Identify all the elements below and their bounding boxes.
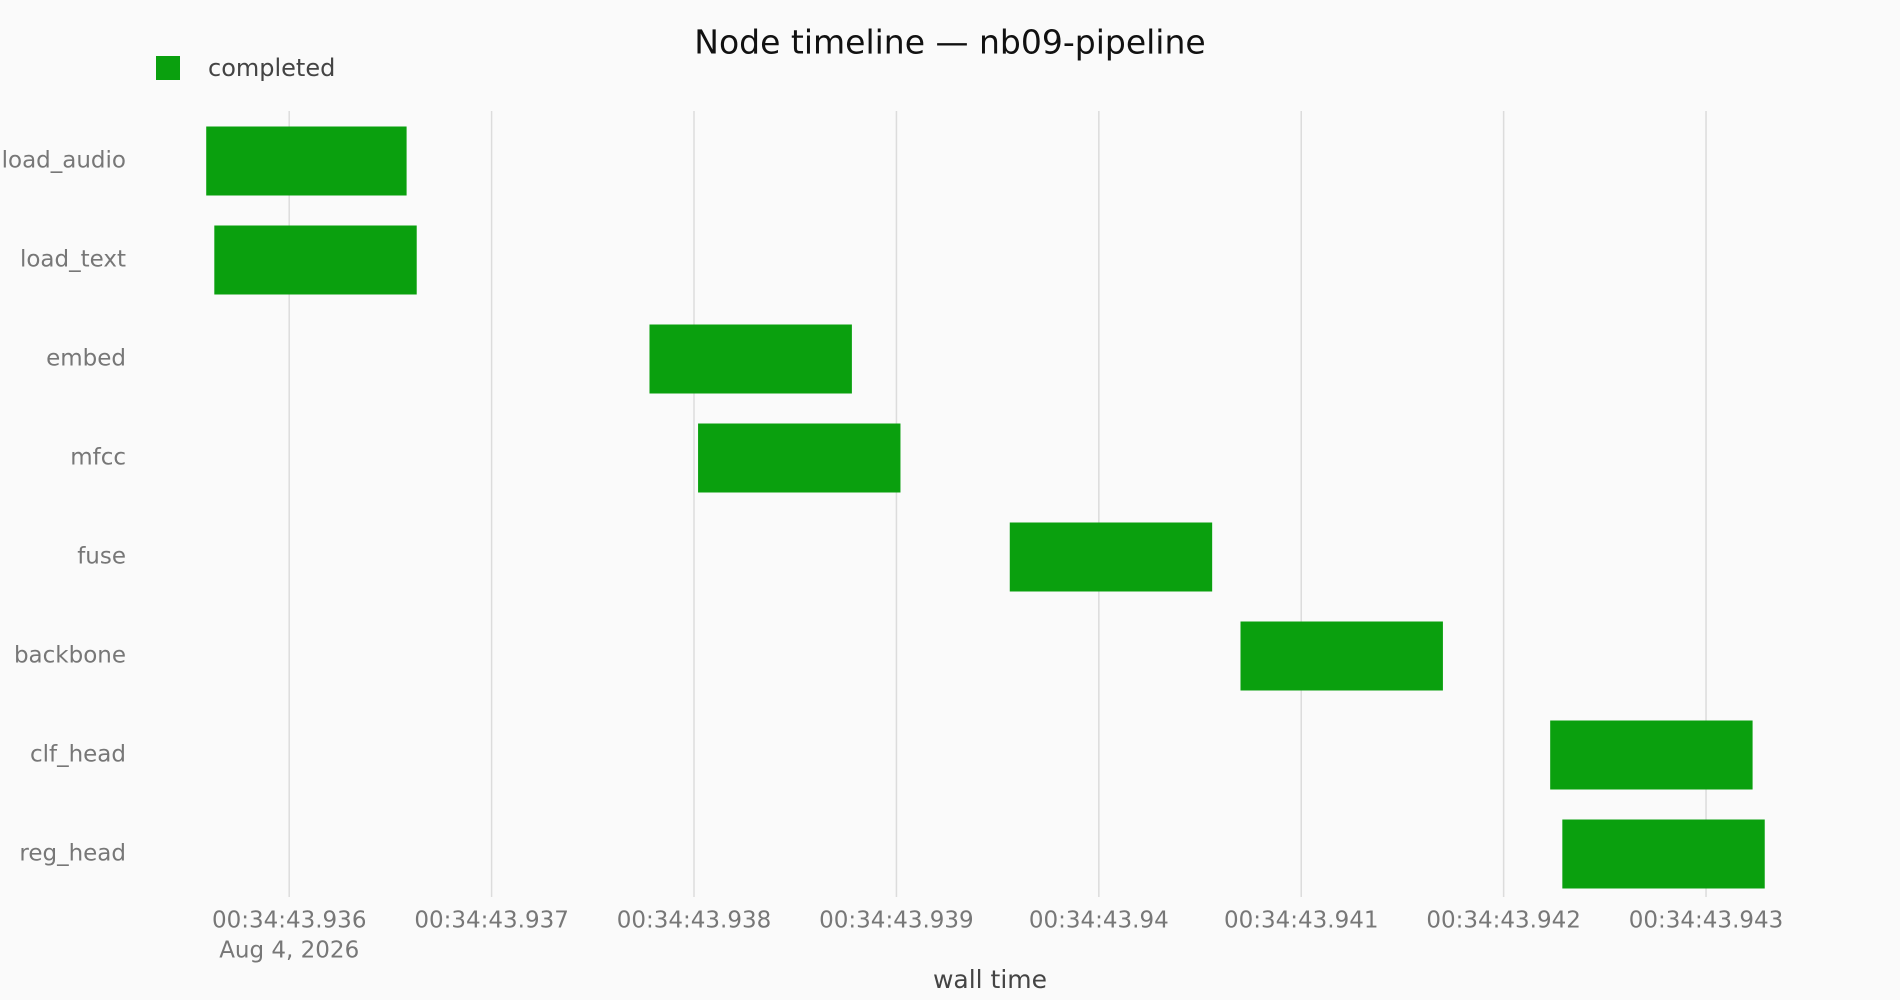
y-tick-label: fuse <box>77 544 126 570</box>
legend-label: completed <box>208 54 335 82</box>
x-tick-label: 00:34:43.942 <box>1426 908 1581 934</box>
x-tick-label: 00:34:43.94 <box>1029 908 1169 934</box>
y-tick-label: embed <box>46 346 126 372</box>
bar <box>1550 720 1753 790</box>
legend-swatch <box>156 56 180 80</box>
y-tick-label: backbone <box>14 643 126 669</box>
x-axis-title: wall time <box>933 965 1047 994</box>
x-tick-label: 00:34:43.941 <box>1224 908 1379 934</box>
chart-title: Node timeline — nb09-pipeline <box>694 23 1205 62</box>
x-tick-label: 00:34:43.937 <box>414 908 569 934</box>
x-tick-label: 00:34:43.943 <box>1629 908 1784 934</box>
bar <box>698 423 901 493</box>
y-tick-label: load_text <box>20 247 126 273</box>
y-tick-label: load_audio <box>2 148 126 174</box>
x-tick-label: 00:34:43.939 <box>819 908 974 934</box>
bar <box>1562 819 1765 889</box>
x-tick-label: 00:34:43.936 <box>212 908 367 934</box>
bar <box>1009 522 1213 592</box>
bar <box>214 225 417 295</box>
x-tick-label: 00:34:43.938 <box>617 908 772 934</box>
bar <box>1240 621 1443 691</box>
y-tick-label: reg_head <box>19 841 126 867</box>
bar <box>206 126 407 196</box>
bar <box>649 324 852 394</box>
y-tick-label: mfcc <box>70 445 126 471</box>
x-date-label: Aug 4, 2026 <box>219 938 359 964</box>
y-tick-label: clf_head <box>30 742 126 768</box>
